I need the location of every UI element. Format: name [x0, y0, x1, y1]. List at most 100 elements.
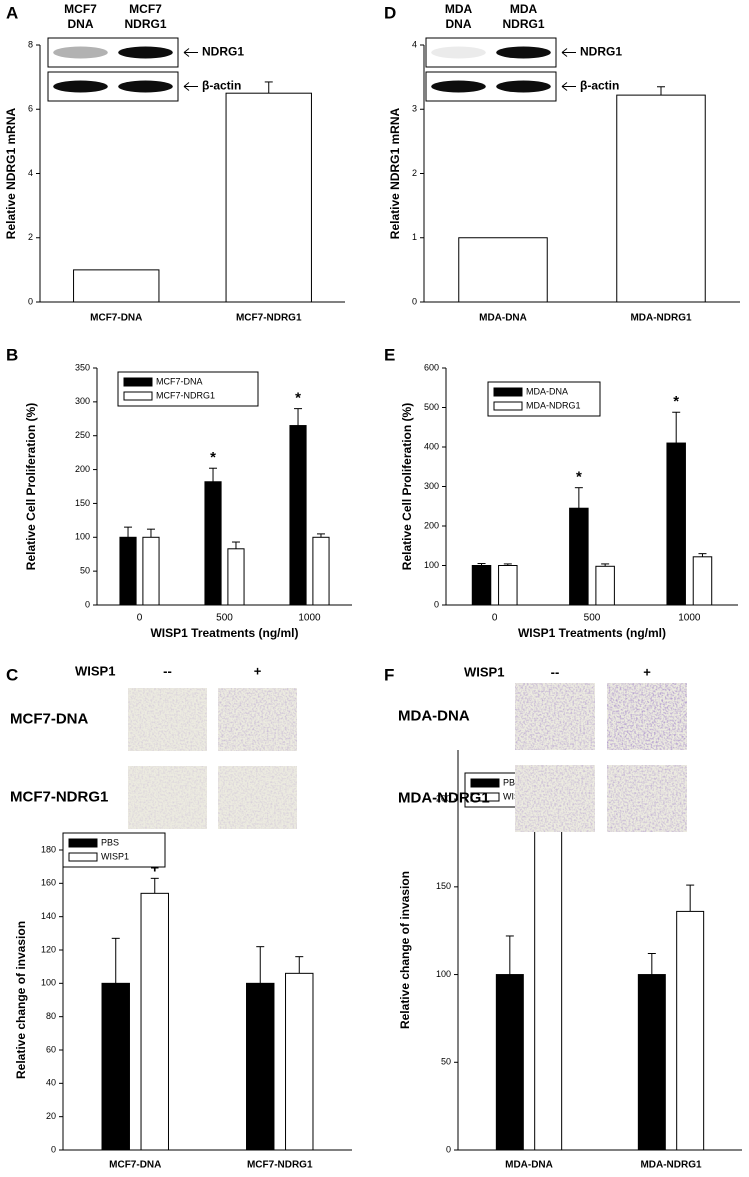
bar [458, 237, 548, 303]
y-tick-label: 150 [75, 498, 90, 508]
lane-label: NDRG1 [502, 17, 544, 31]
legend-swatch [470, 778, 500, 788]
arrow-head [561, 82, 568, 91]
y-tick-label: 300 [75, 396, 90, 406]
legend-swatch [68, 838, 98, 848]
arrow-head [183, 48, 190, 57]
x-tick-label: MCF7-NDRG1 [236, 313, 302, 324]
x-tick-label: MCF7-DNA [90, 313, 142, 324]
lane-label: MDA [510, 2, 538, 16]
blot-band [496, 46, 551, 59]
y-tick-label: 40 [46, 1078, 56, 1088]
row-label: MDA-DNA [398, 707, 470, 724]
x-tick-label: MDA-DNA [505, 1160, 553, 1171]
panel-letter: D [384, 3, 396, 22]
panel-letter: A [6, 3, 18, 22]
y-tick-label: 160 [41, 878, 56, 888]
y-tick-label: 250 [75, 430, 90, 440]
y-tick-label: 200 [75, 464, 90, 474]
blot-band [118, 46, 173, 59]
bar [225, 92, 312, 303]
bar [285, 972, 314, 1151]
y-tick-label: 0 [28, 296, 33, 306]
y-axis-label: Relative Cell Proliferation (%) [400, 403, 414, 570]
y-tick-label: 600 [424, 362, 439, 372]
lane-label: DNA [68, 17, 94, 31]
bar [227, 548, 245, 606]
legend-swatch [493, 387, 523, 397]
bar [289, 425, 307, 606]
micrograph-stain [515, 765, 595, 832]
x-tick-label: MCF7-DNA [109, 1160, 161, 1171]
legend-label: MDA-DNA [526, 386, 568, 396]
y-tick-label: 400 [424, 441, 439, 451]
y-tick-label: 350 [75, 362, 90, 372]
column-label: -- [551, 664, 560, 679]
y-tick-label: 60 [46, 1044, 56, 1054]
bar [637, 974, 666, 1151]
y-tick-label: 100 [436, 969, 451, 979]
band-label: β-actin [202, 79, 241, 93]
blot-band [496, 80, 551, 93]
bar [101, 982, 130, 1151]
panel-letter: F [384, 665, 394, 684]
micrograph-stain [218, 766, 297, 829]
y-tick-label: 100 [424, 560, 439, 570]
y-axis-label: Relative NDRG1 mRNA [4, 107, 18, 239]
y-tick-label: 200 [424, 520, 439, 530]
x-tick-label: MCF7-NDRG1 [247, 1160, 313, 1171]
y-tick-label: 0 [51, 1144, 56, 1154]
bar [595, 565, 615, 606]
legend-label: MCF7-NDRG1 [156, 390, 215, 400]
annotation: + [150, 859, 159, 876]
blot-band [431, 46, 486, 59]
bar [676, 910, 705, 1151]
x-tick-label: MDA-NDRG1 [640, 1160, 702, 1171]
legend-label: PBS [503, 777, 521, 787]
lane-label: MCF7 [64, 2, 97, 16]
y-tick-label: 1 [412, 232, 417, 242]
lane-label: MDA [445, 2, 473, 16]
panel-letter: C [6, 665, 18, 684]
y-axis-label: Relative NDRG1 mRNA [388, 107, 402, 239]
legend-label: WISP1 [101, 851, 129, 861]
annotation: * [295, 390, 301, 407]
x-tick-label: 0 [137, 613, 143, 624]
panel-letter: B [6, 345, 18, 364]
x-tick-label: 1000 [678, 613, 701, 624]
bar [692, 556, 713, 606]
legend-swatch [123, 391, 153, 401]
legend-swatch [68, 852, 98, 862]
y-tick-label: 2 [28, 232, 33, 242]
y-tick-label: 200 [436, 793, 451, 803]
bar [534, 828, 563, 1151]
micrograph-stain [218, 688, 297, 751]
y-tick-label: 0 [434, 599, 439, 609]
y-tick-label: 0 [85, 599, 90, 609]
row-label: MCF7-NDRG1 [10, 788, 108, 805]
bar [142, 536, 160, 606]
column-label: -- [163, 663, 172, 678]
y-axis-label: Relative change of invasion [14, 921, 28, 1079]
y-tick-label: 20 [46, 1111, 56, 1121]
x-tick-label: 1000 [298, 613, 321, 624]
x-tick-label: 0 [492, 613, 498, 624]
bar [204, 481, 222, 606]
x-tick-label: 500 [584, 613, 601, 624]
blot-band [431, 80, 486, 93]
legend-swatch [123, 377, 153, 387]
lane-label: DNA [446, 17, 472, 31]
y-tick-label: 4 [28, 168, 33, 178]
y-tick-label: 100 [41, 978, 56, 988]
micrograph-stain [128, 766, 207, 829]
annotation: * [210, 449, 216, 466]
y-tick-label: 150 [436, 881, 451, 891]
bar [246, 982, 275, 1151]
treatment-label: WISP1 [464, 664, 504, 679]
y-tick-label: 80 [46, 1011, 56, 1021]
legend-swatch [493, 401, 523, 411]
micrograph-stain [515, 683, 595, 750]
y-tick-label: 6 [28, 104, 33, 114]
x-axis-label: WISP1 Treatments (ng/ml) [518, 626, 666, 640]
